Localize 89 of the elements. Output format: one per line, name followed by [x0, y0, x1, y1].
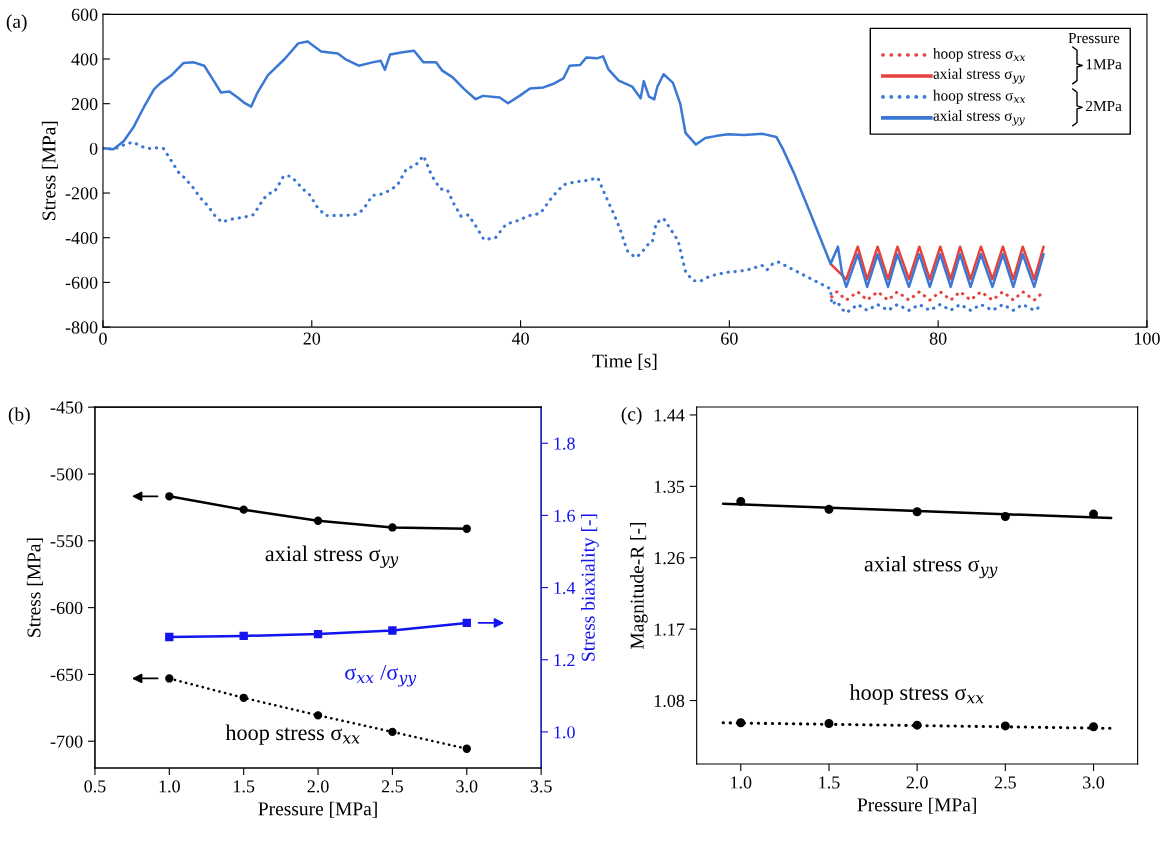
- x-tick-label: 0: [99, 332, 107, 345]
- y-tick-label: -700: [50, 735, 83, 748]
- y-axis-title: Stress [MPa]: [41, 121, 58, 220]
- point: [388, 523, 397, 532]
- series-label: hoop stress σ$_{xx}$: [849, 684, 984, 705]
- y-tick-label: -600: [50, 601, 83, 615]
- point: [736, 496, 746, 506]
- y-tick-label: 0: [89, 142, 98, 155]
- series-label: hoop stress σ$_{xx}$: [225, 724, 360, 745]
- point: [1000, 721, 1010, 731]
- point: [239, 631, 248, 641]
- y-axis-title: Magnitude-R [-]: [630, 522, 648, 649]
- legend-label: hoop stress σ$_{xx}$: [933, 47, 1026, 62]
- x-tick-label: 2.0: [906, 776, 928, 789]
- x-tick-label: 60: [721, 332, 738, 345]
- x-tick-label: 20: [303, 332, 321, 345]
- y2-tick-label: 1.2: [554, 654, 575, 667]
- series-label: axial stress σ$_{yy}$: [864, 555, 998, 579]
- y-tick-label: 1.35: [654, 480, 685, 493]
- y-tick-label: -400: [65, 231, 98, 245]
- y-tick-label: -650: [50, 668, 83, 681]
- series-label: axial stress σ$_{yy}$: [265, 545, 399, 568]
- point: [165, 492, 174, 501]
- point: [239, 505, 248, 514]
- x-tick-label: 2.5: [994, 776, 1016, 789]
- x-tick-label: 0.5: [84, 780, 106, 793]
- y2-tick-label: 1.8: [554, 437, 575, 450]
- y-tick-label: 600: [71, 8, 98, 21]
- y2-tick-label: 1.0: [554, 726, 575, 739]
- x-tick-label: 100: [1134, 332, 1160, 345]
- y-tick-label: -450: [50, 401, 83, 414]
- x-tick-label: 2.0: [307, 780, 329, 793]
- x-tick-label: 1.5: [233, 780, 255, 793]
- y-tick-label: -600: [65, 276, 98, 289]
- point: [239, 693, 248, 702]
- point: [313, 516, 323, 525]
- annotation: 1MPa: [1086, 59, 1122, 70]
- chart-title: (b): [8, 407, 30, 425]
- point: [388, 727, 397, 737]
- y-tick-label: -550: [50, 535, 83, 548]
- y-axis-title: Stress [MPa]: [26, 538, 43, 637]
- legend-label: axial stress σ$_{yy}$: [933, 110, 1025, 126]
- point: [388, 626, 397, 635]
- point: [1089, 509, 1099, 519]
- legend-label: axial stress σ$_{yy}$: [933, 68, 1025, 84]
- point: [313, 711, 323, 720]
- point: [462, 744, 471, 753]
- y2-tick-label: 1.6: [554, 509, 575, 522]
- x-axis-title: Pressure [MPa]: [857, 797, 976, 814]
- x-tick-label: 3.0: [456, 780, 478, 793]
- x-axis-title: Time [s]: [592, 353, 657, 370]
- point: [165, 674, 174, 683]
- point: [736, 718, 746, 728]
- y-tick-label: -500: [50, 468, 83, 481]
- y-tick-label: 400: [71, 53, 98, 66]
- x-tick-label: 2.5: [381, 780, 403, 793]
- y-tick-label: 1.08: [654, 694, 685, 708]
- point: [165, 632, 174, 642]
- x-tick-label: 3.5: [530, 780, 552, 793]
- y-tick-label: 1.44: [654, 409, 685, 422]
- series-label: σ$_{xx}$ /σ$_{yy}$: [345, 664, 417, 687]
- x-tick-label: 1.0: [731, 776, 752, 789]
- x-tick-label: 1.0: [159, 780, 180, 793]
- annotation: 2MPa: [1086, 100, 1122, 112]
- y2-axis-title: Stress biaxiality [-]: [581, 514, 599, 661]
- y-tick-label: -800: [65, 321, 98, 334]
- y-tick-label: 200: [71, 97, 98, 111]
- x-tick-label: 80: [929, 332, 947, 345]
- point: [462, 524, 471, 533]
- point: [912, 507, 922, 517]
- point: [1000, 511, 1010, 521]
- legend-label: hoop stress σ$_{xx}$: [933, 89, 1026, 104]
- x-tick-label: 3.0: [1083, 776, 1105, 789]
- x-tick-label: 1.5: [819, 776, 840, 789]
- y-tick-label: 1.17: [654, 623, 685, 636]
- chart-title: (a): [6, 14, 27, 32]
- x-axis-title: Pressure [MPa]: [258, 801, 377, 818]
- point: [824, 719, 834, 729]
- legend-title: Pressure: [1068, 33, 1120, 44]
- point: [912, 720, 922, 730]
- point: [824, 504, 834, 514]
- y2-tick-label: 1.4: [554, 581, 576, 595]
- y-tick-label: 1.26: [654, 552, 685, 565]
- point: [313, 629, 323, 639]
- point: [462, 618, 471, 628]
- chart-title: (c): [621, 407, 642, 425]
- x-tick-label: 40: [511, 332, 529, 345]
- point: [1089, 722, 1099, 732]
- y-tick-label: -200: [65, 187, 98, 200]
